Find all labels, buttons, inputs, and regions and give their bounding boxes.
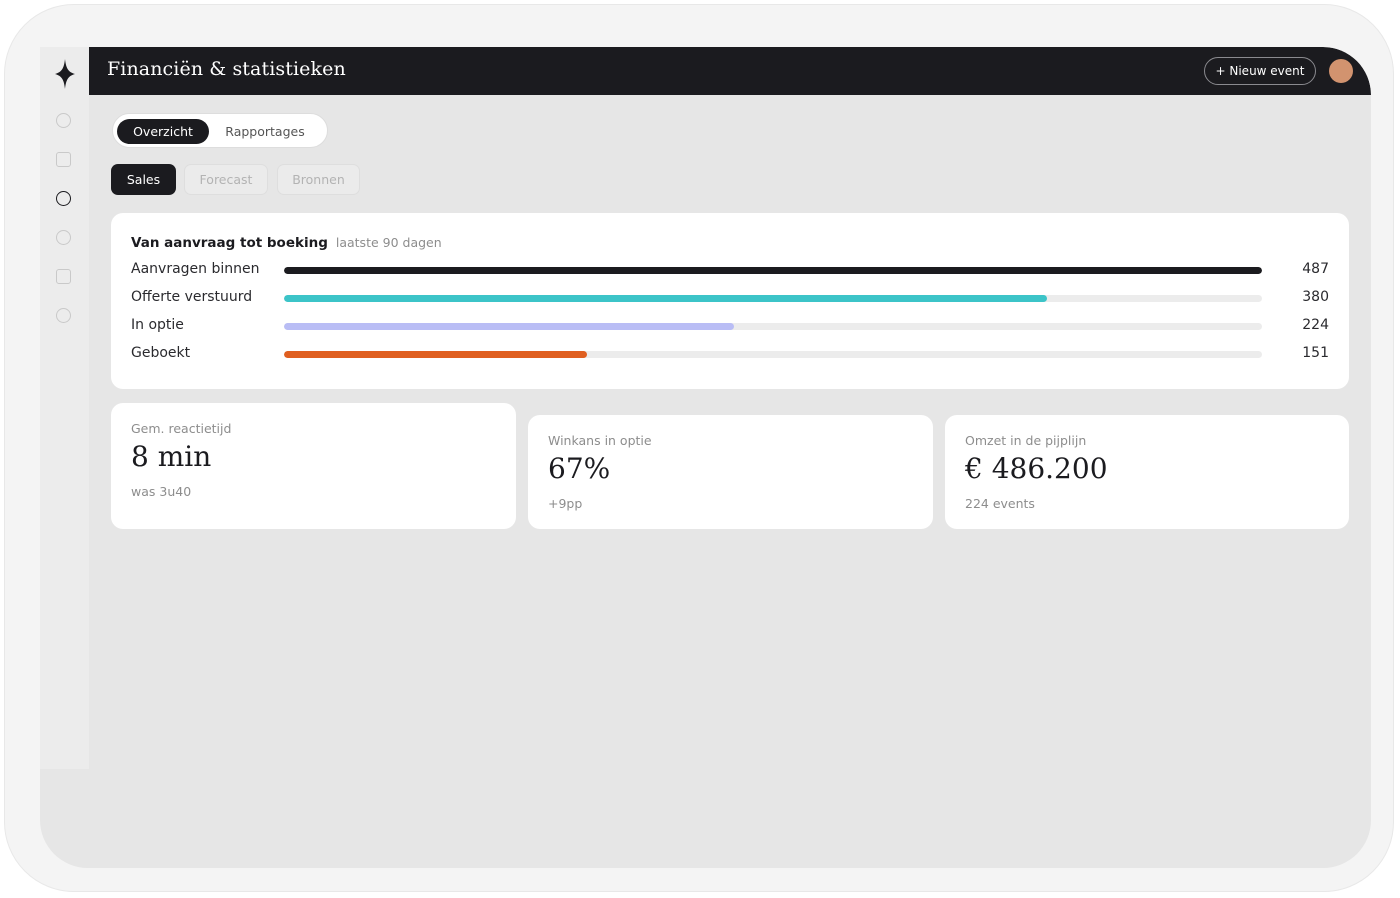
kpi-subtext: +9pp (548, 496, 583, 511)
kpi-value: 8 min (131, 440, 212, 473)
funnel-row-value: 487 (1302, 261, 1329, 277)
circle-icon[interactable] (56, 191, 71, 206)
app-screen: Financiën & statistieken + Nieuw event O… (40, 47, 1371, 868)
avatar[interactable] (1329, 59, 1353, 83)
view-switch: Overzicht Rapportages (112, 113, 328, 148)
funnel-row-value: 380 (1302, 289, 1329, 305)
sparkle-logo-icon (55, 59, 75, 89)
funnel-row-label: Aanvragen binnen (131, 261, 260, 277)
circle-icon[interactable] (56, 308, 71, 323)
sidebar (40, 47, 89, 769)
tab-rapportages[interactable]: Rapportages (225, 124, 305, 139)
square-icon[interactable] (56, 152, 71, 167)
kpi-subtext: was 3u40 (131, 484, 192, 499)
funnel-period: laatste 90 dagen (335, 235, 442, 250)
subtab-forecast[interactable]: Forecast (184, 164, 268, 195)
funnel-bar-track (284, 295, 1262, 302)
funnel-row: Aanvragen binnen 487 (131, 261, 1329, 281)
kpi-card-winkans: Winkans in optie 67% +9pp (528, 415, 933, 529)
tab-overzicht[interactable]: Overzicht (117, 119, 209, 144)
square-icon[interactable] (56, 269, 71, 284)
funnel-bar (284, 295, 1048, 302)
kpi-card-omzet: Omzet in de pijplijn € 486.200 224 event… (945, 415, 1349, 529)
funnel-row-value: 224 (1302, 317, 1329, 333)
funnel-bar-track (284, 351, 1262, 358)
top-bar: Financiën & statistieken + Nieuw event (89, 47, 1371, 95)
device-frame: Financiën & statistieken + Nieuw event O… (4, 4, 1394, 892)
funnel-bar (284, 267, 1262, 274)
kpi-value: 67% (548, 452, 611, 485)
subtab-sales[interactable]: Sales (111, 164, 176, 195)
kpi-label: Omzet in de pijplijn (965, 433, 1087, 448)
funnel-row: In optie 224 (131, 317, 1329, 337)
funnel-bar (284, 351, 588, 358)
funnel-bar (284, 323, 734, 330)
funnel-bar-track (284, 323, 1262, 330)
funnel-card: Van aanvraag tot boeking laatste 90 dagen… (111, 213, 1349, 389)
page-title: Financiën & statistieken (107, 58, 346, 80)
new-event-button[interactable]: + Nieuw event (1204, 57, 1316, 85)
funnel-row-value: 151 (1302, 345, 1329, 361)
funnel-row-label: In optie (131, 317, 184, 333)
funnel-bar-track (284, 267, 1262, 274)
funnel-row: Offerte verstuurd 380 (131, 289, 1329, 309)
kpi-card-reactietijd: Gem. reactietijd 8 min was 3u40 (111, 403, 516, 529)
funnel-row: Geboekt 151 (131, 345, 1329, 365)
subtab-bronnen[interactable]: Bronnen (277, 164, 360, 195)
circle-icon[interactable] (56, 230, 71, 245)
kpi-label: Winkans in optie (548, 433, 652, 448)
circle-icon[interactable] (56, 113, 71, 128)
kpi-label: Gem. reactietijd (131, 421, 232, 436)
kpi-value: € 486.200 (965, 452, 1108, 485)
kpi-subtext: 224 events (965, 496, 1035, 511)
funnel-title: Van aanvraag tot boeking (131, 235, 328, 251)
funnel-row-label: Offerte verstuurd (131, 289, 253, 305)
funnel-row-label: Geboekt (131, 345, 191, 361)
